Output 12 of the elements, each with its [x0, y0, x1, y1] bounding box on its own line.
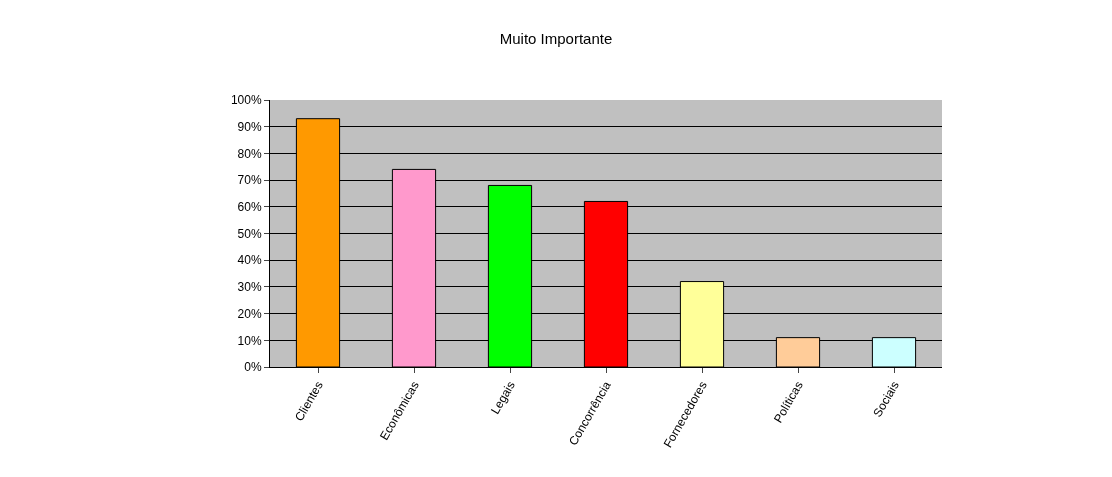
- y-tick-label: 70%: [237, 173, 262, 188]
- y-tick-label: 30%: [237, 280, 262, 295]
- y-tick-label: 0%: [244, 360, 262, 375]
- y-tick-label: 40%: [237, 253, 262, 268]
- y-tick-label: 90%: [237, 119, 262, 134]
- y-tick-label: 50%: [237, 226, 262, 241]
- chart-title: Muito Importante: [499, 29, 613, 47]
- y-tick-label: 60%: [237, 200, 262, 214]
- y-tick-label: 10%: [237, 333, 262, 348]
- y-tick-label: 100%: [230, 93, 262, 108]
- y-tick-label: 80%: [237, 146, 262, 161]
- y-tick-label: 20%: [237, 306, 262, 321]
